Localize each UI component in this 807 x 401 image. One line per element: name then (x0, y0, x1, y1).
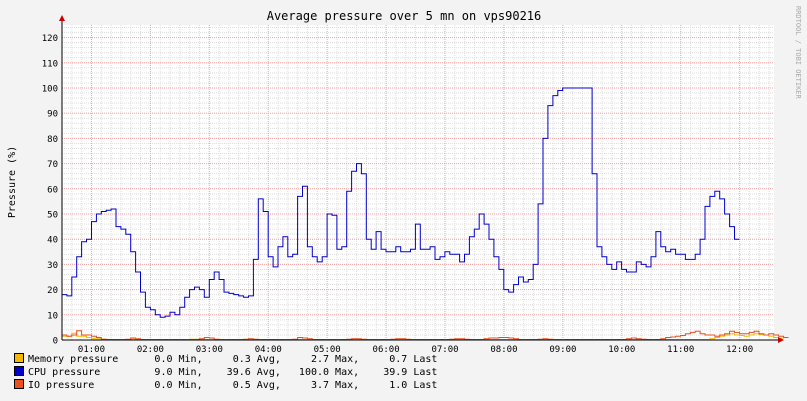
legend-item: IO pressure 0.0 Min, 0.5 Avg, 3.7 Max, 1… (14, 379, 437, 392)
legend-swatch (14, 379, 24, 389)
y-tick-label: 110 (42, 59, 58, 69)
y-tick-label: 120 (42, 34, 58, 44)
legend-swatch (14, 353, 24, 363)
x-tick-label: 12:00 (726, 345, 753, 355)
x-tick-label: 01:00 (78, 345, 105, 355)
y-tick-label: 30 (47, 261, 58, 271)
y-tick-label: 50 (47, 211, 58, 221)
y-tick-label: 70 (47, 160, 58, 170)
x-tick-label: 09:00 (549, 345, 576, 355)
x-tick-label: 11:00 (667, 345, 694, 355)
x-tick-label: 07:00 (431, 345, 458, 355)
x-axis-arrow (778, 337, 784, 343)
minor-grid (61, 25, 774, 340)
x-tick-label: 08:00 (490, 345, 517, 355)
legend-text: CPU pressure 9.0 Min, 39.6 Avg, 100.0 Ma… (28, 367, 438, 378)
x-tick-label: 05:00 (314, 345, 341, 355)
chart-title: Average pressure over 5 mn on vps90216 (267, 9, 542, 23)
x-tick-label: 04:00 (255, 345, 282, 355)
y-tick-label: 80 (47, 135, 58, 145)
x-tick-label: 03:00 (196, 345, 223, 355)
y-tick-label: 40 (47, 236, 58, 246)
y-tick-label: 10 (47, 311, 58, 321)
y-tick-label: 20 (47, 286, 58, 296)
plot-area (62, 25, 774, 340)
x-tick-label: 02:00 (137, 345, 164, 355)
y-tick-label: 0 (53, 337, 58, 347)
tick-labels: 0 10 20 30 40 50 60 70 80 90 100 110 120 01:00 02:00 03… (42, 34, 753, 355)
legend-text: IO pressure 0.0 Min, 0.5 Avg, 3.7 Max, 1… (28, 380, 438, 391)
y-axis-arrow (59, 15, 65, 21)
legend-item: CPU pressure 9.0 Min, 39.6 Avg, 100.0 Ma… (14, 366, 437, 379)
x-tick-label: 06:00 (373, 345, 400, 355)
major-grid (62, 25, 774, 340)
legend-swatch (14, 366, 24, 376)
legend-item: Memory pressure 0.0 Min, 0.3 Avg, 2.7 Ma… (14, 353, 437, 366)
legend-text: Memory pressure 0.0 Min, 0.3 Avg, 2.7 Ma… (28, 354, 438, 365)
y-tick-label: 90 (47, 110, 58, 120)
watermark: RRDTOOL / TOBI OETIKER (794, 6, 802, 100)
y-tick-label: 60 (47, 185, 58, 195)
series-line-cpu-pressure (62, 87, 740, 318)
x-tick-label: 10:00 (608, 345, 635, 355)
y-axis-label: Pressure (%) (7, 146, 18, 218)
axes (59, 15, 784, 343)
y-tick-label: 100 (42, 85, 58, 95)
